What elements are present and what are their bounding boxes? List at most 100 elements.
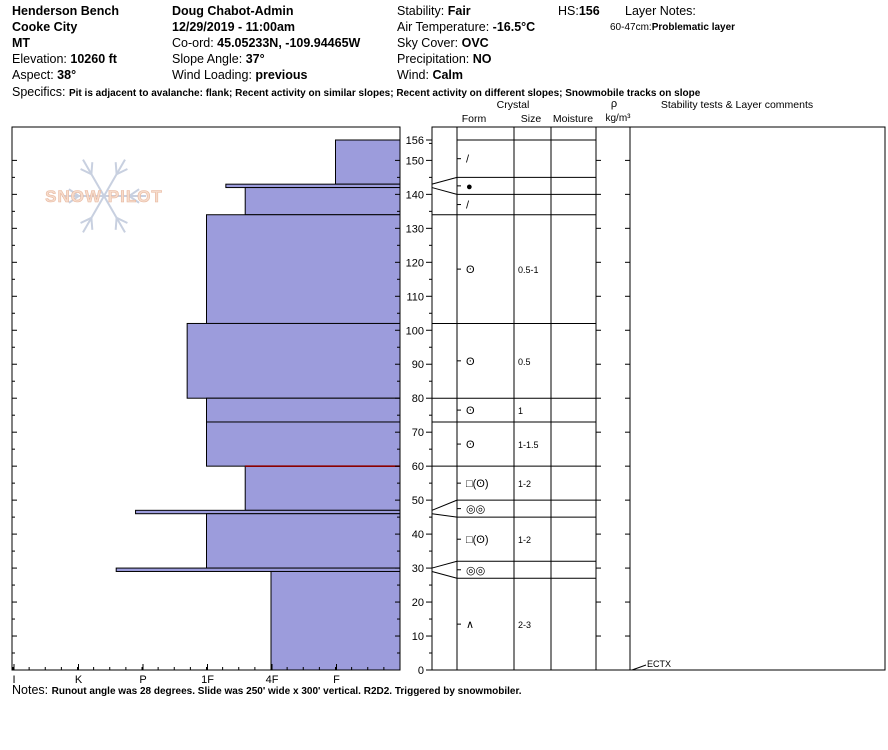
stability-label: Stability: (397, 4, 445, 18)
precip-value: NO (472, 52, 492, 66)
hardness-bar (335, 139, 401, 185)
crystal-form: ʘ (466, 405, 475, 417)
sky-label: Sky Cover: (397, 36, 459, 50)
crystal-size: 1-1.5 (518, 440, 539, 450)
hardness-x-label: K (75, 674, 83, 686)
snowflake-branch (114, 217, 118, 230)
hardness-x-label: I (12, 674, 15, 686)
crystal-size: 0.5-1 (518, 265, 539, 275)
hs-label: HS: (558, 4, 579, 18)
crystal-size: 1-2 (518, 535, 531, 545)
hardness-bar (244, 465, 401, 511)
crystal-size: 2-3 (518, 620, 531, 630)
layer-note-text: Problematic layer (651, 22, 736, 33)
layer-notes-title: Layer Notes: (625, 4, 696, 18)
height-tick-label: 90 (412, 359, 424, 371)
stability-value: Fair (447, 4, 471, 18)
height-tick-label: 20 (412, 597, 424, 609)
air-temp-row: Air Temperature: -16.5°C (397, 19, 535, 35)
elevation-row: Elevation: 10260 ft (12, 51, 119, 67)
aspect-row: Aspect: 38° (12, 67, 119, 83)
layer-connector (431, 499, 458, 511)
height-tick-label: 60 (412, 461, 424, 473)
snowflake-branch (90, 162, 94, 175)
density-header: kg/m³ (606, 113, 632, 124)
site-name: Henderson Bench (12, 4, 119, 18)
logo-text: SNOW PILOT (45, 187, 163, 206)
specifics-text: Pit is adjacent to avalanche: flank; Rec… (68, 88, 701, 99)
coord-row: Co-ord: 45.05233N, -109.94465W (172, 35, 360, 51)
height-tick-label: 40 (412, 529, 424, 541)
layer-note-range: 60-47cm: (610, 22, 652, 33)
coord-value: 45.05233N, -109.94465W (217, 36, 361, 50)
crystal-form: ʘ (466, 356, 475, 368)
snowflake-branch (68, 195, 80, 204)
hardness-bar (206, 214, 401, 324)
crystal-form: ʘ (466, 439, 475, 451)
snowflake-branch (90, 217, 94, 230)
crystal-size: 1 (518, 406, 523, 416)
aspect-value: 38° (57, 68, 77, 82)
layer-connector (431, 570, 458, 579)
size-header: Size (521, 113, 542, 125)
crystal-header: Crystal (497, 99, 530, 111)
observation-datetime: 12/29/2019 - 11:00am (172, 20, 296, 34)
layer-connector (431, 176, 458, 185)
hardness-bar (206, 513, 401, 569)
crystal-form: ◎◎ (466, 565, 485, 577)
snowflake-branch (116, 168, 128, 176)
snowflake-branch (68, 188, 80, 197)
notes-text: Runout angle was 28 degrees. Slide was 2… (51, 686, 522, 697)
layer-note: 60-47cm:Problematic layer (610, 20, 735, 36)
precip-label: Precipitation: (397, 52, 470, 66)
wind-loading-row: Wind Loading: previous (172, 67, 360, 83)
hardness-bar (135, 509, 401, 515)
snowflake-arm (82, 159, 105, 197)
coord-label: Co-ord: (172, 36, 214, 50)
wind-value: Calm (432, 68, 464, 82)
height-tick-label: 100 (406, 325, 424, 337)
aspect-label: Aspect: (12, 68, 54, 82)
height-tick-label: 70 (412, 427, 424, 439)
elevation-label: Elevation: (12, 52, 67, 66)
hardness-bar (186, 322, 401, 399)
snowflake-branch (128, 188, 140, 197)
snowflake-branch (128, 195, 140, 204)
wind-loading-value: previous (255, 68, 308, 82)
wind-loading-label: Wind Loading: (172, 68, 252, 82)
layer-connector (431, 560, 458, 569)
slope-value: 37° (245, 52, 265, 66)
site-area: Cooke City (12, 20, 78, 34)
air-temp-label: Air Temperature: (397, 20, 490, 34)
elevation-value: 10260 ft (70, 52, 117, 66)
hardness-x-label: 4F (266, 674, 279, 686)
height-tick-label: 30 (412, 563, 424, 575)
height-tick-label: 140 (406, 189, 424, 201)
height-tick-label: 150 (406, 155, 424, 167)
layer-connector (431, 513, 458, 518)
observer-name: Doug Chabot-Admin (172, 4, 294, 18)
height-tick-label: 0 (418, 665, 424, 677)
snowflake-branch (114, 162, 118, 175)
air-temp-value: -16.5°C (492, 20, 536, 34)
stability-column: ECTX (629, 126, 886, 671)
form-header: Form (462, 113, 487, 125)
slope-label: Slope Angle: (172, 52, 243, 66)
wind-row: Wind: Calm (397, 67, 535, 83)
stability-frame (629, 126, 886, 671)
stability-row: Stability: Fair (397, 3, 535, 19)
hardness-bar (225, 183, 401, 189)
hs-value: 156 (578, 4, 600, 18)
layer-connector (431, 187, 458, 195)
height-tick-label: 156 (406, 135, 424, 147)
snowflake-icon (62, 159, 146, 233)
hardness-x-label: F (333, 674, 340, 686)
specifics-label: Specifics: (12, 85, 66, 99)
rho-header: ρ (611, 98, 617, 110)
crystal-form: / (466, 200, 470, 212)
observer-info: Doug Chabot-Admin 12/29/2019 - 11:00am C… (172, 3, 360, 83)
sky-value: OVC (461, 36, 489, 50)
height-tick-label: 120 (406, 257, 424, 269)
hardness-bar (244, 187, 401, 216)
